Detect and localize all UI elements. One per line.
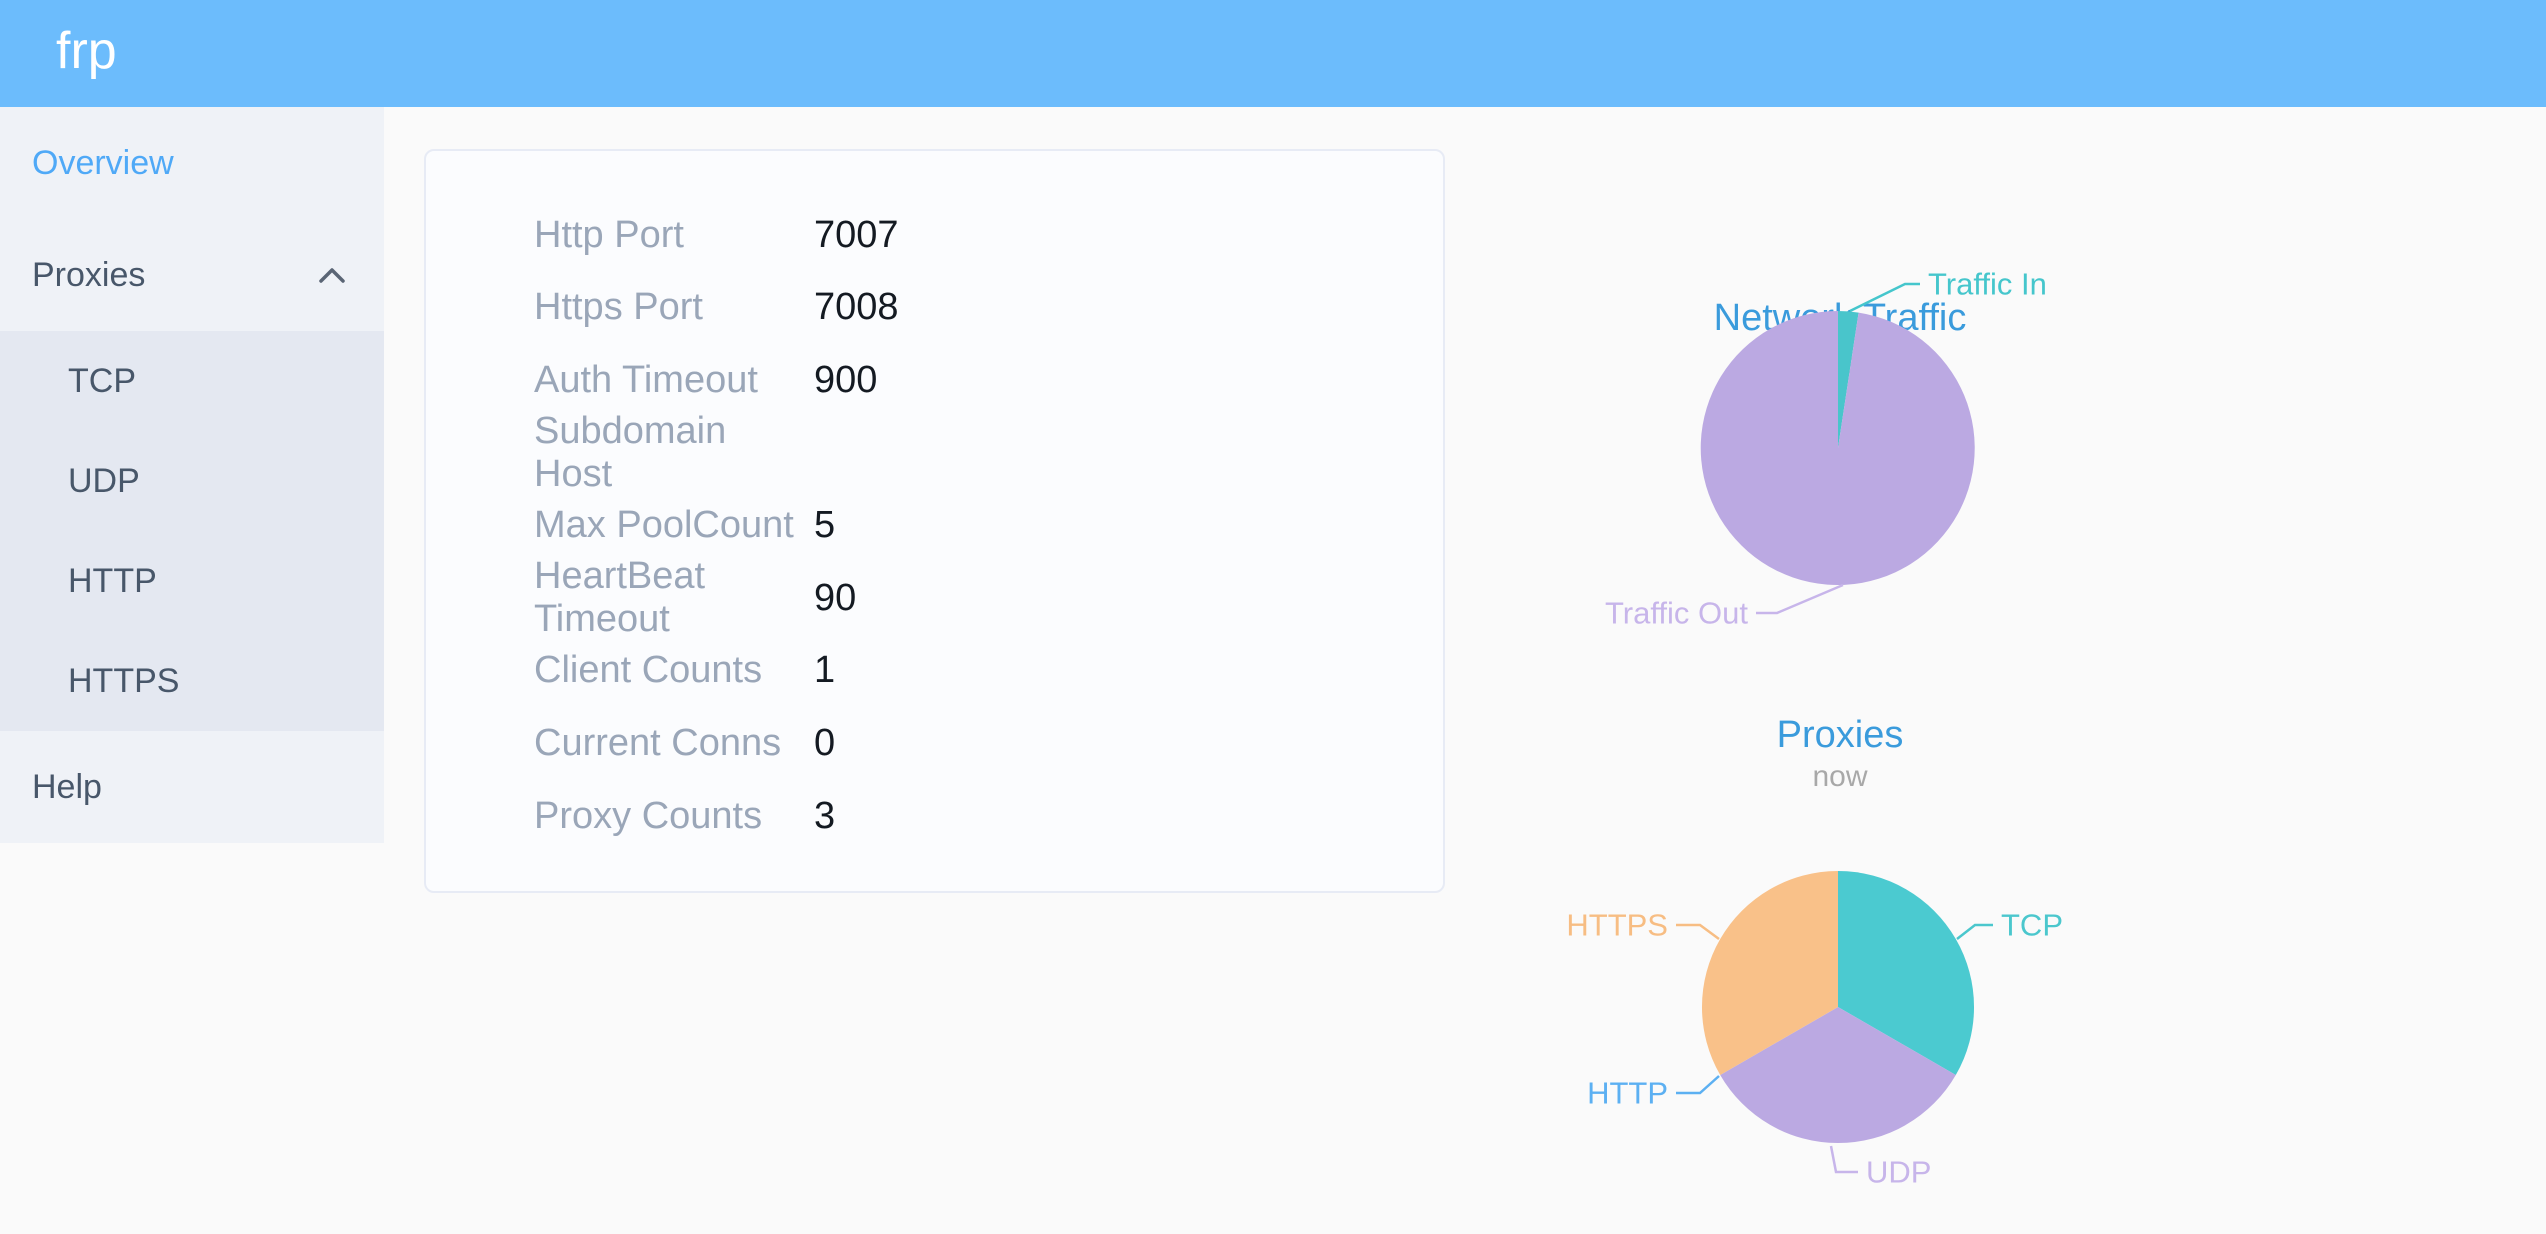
- pie-label-tcp: TCP: [2001, 908, 2063, 943]
- sidebar-item-label: Help: [32, 767, 102, 806]
- info-row-label: HeartBeat Timeout: [534, 555, 706, 641]
- table-row: HeartBeat Timeout 90: [426, 555, 1443, 640]
- sidebar: Overview Proxies TCP UDP HTTP HTTPS Help: [0, 107, 384, 843]
- info-row-value: 900: [814, 358, 878, 401]
- pie-slice-traffic-in[interactable]: [1838, 311, 1859, 448]
- table-row: Max PoolCount 5: [426, 489, 1443, 562]
- sidebar-item-label: Overview: [32, 143, 174, 182]
- pie-slice-traffic-out[interactable]: [1700, 310, 1975, 585]
- sidebar-item-udp[interactable]: UDP: [0, 431, 384, 531]
- pie-label-leader-line: [1849, 282, 1920, 313]
- server-info-card: Http Port 7007 Https Port 7008 Auth Timeout 9…: [424, 149, 1445, 893]
- chart-subtitle: now: [1812, 760, 1868, 793]
- info-row-label: Auth Timeout: [534, 358, 758, 401]
- pie-label-leader-line: [1676, 1075, 1720, 1095]
- info-row-value: 0: [814, 721, 836, 764]
- sidebar-item-https[interactable]: HTTPS: [0, 631, 384, 731]
- table-row: Current Conns 0: [426, 707, 1443, 780]
- chevron-up-icon: [319, 268, 345, 283]
- pie-slice-https[interactable]: [1701, 871, 1838, 1075]
- app-logo: frp: [56, 22, 117, 80]
- sidebar-item-http[interactable]: HTTP: [0, 531, 384, 631]
- pie-label-leader-line: [1829, 1145, 1858, 1174]
- pie-slice-udp[interactable]: [1720, 1007, 1956, 1144]
- sidebar-item-label: TCP: [68, 361, 136, 400]
- network-traffic-chart: Network Traffic today Traffic InTraffic …: [1560, 140, 2120, 680]
- info-row-label: Max PoolCount: [534, 504, 794, 547]
- info-row-label: Current Conns: [534, 721, 782, 764]
- pie-label-https: HTTPS: [1566, 908, 1668, 943]
- proxies-chart: Proxies now TCP UDP HTTP HTTPS: [1560, 690, 2120, 1234]
- table-row: Http Port 7007: [426, 199, 1443, 272]
- pie-label-http: HTTP: [1587, 1076, 1668, 1111]
- pie-label-leader-line: [1676, 923, 1720, 941]
- server-info-table: Http Port 7007 Https Port 7008 Auth Timeout 9…: [426, 199, 1443, 852]
- info-row-value: 3: [814, 794, 836, 837]
- info-row-value: 1: [814, 649, 836, 692]
- info-row-value: 7007: [814, 213, 899, 256]
- proxies-pie: TCP UDP HTTP HTTPS: [1566, 871, 2063, 1190]
- info-row-value: 90: [814, 576, 857, 619]
- pie-label-traffic-in: Traffic In: [1928, 267, 2047, 302]
- sidebar-item-label: Proxies: [32, 255, 146, 294]
- pie-label-leader-line: [1756, 583, 1844, 615]
- chart-title: Proxies: [1776, 714, 1904, 756]
- sidebar-item-label: UDP: [68, 461, 140, 500]
- info-row-label: Proxy Counts: [534, 794, 763, 837]
- sidebar-item-label: HTTP: [68, 561, 157, 600]
- table-row: Proxy Counts 3: [426, 780, 1443, 853]
- proxies-submenu: TCP UDP HTTP HTTPS: [0, 331, 384, 731]
- pie-slice-tcp[interactable]: [1838, 871, 1975, 1075]
- info-row-label: Subdomain Host: [534, 410, 727, 496]
- sidebar-item-proxies[interactable]: Proxies: [0, 219, 384, 331]
- table-row: Https Port 7008: [426, 272, 1443, 345]
- app-header: frp: [0, 0, 2546, 107]
- table-row: Auth Timeout 900: [426, 344, 1443, 417]
- table-row: Subdomain Host: [426, 410, 1443, 495]
- table-row: Client Counts 1: [426, 635, 1443, 708]
- sidebar-item-overview[interactable]: Overview: [0, 107, 384, 219]
- sidebar-item-help[interactable]: Help: [0, 731, 384, 843]
- network-traffic-pie: Traffic In Traffic Out: [1605, 267, 2047, 631]
- pie-label-traffic-out: Traffic Out: [1605, 596, 1748, 631]
- sidebar-item-tcp[interactable]: TCP: [0, 331, 384, 431]
- info-row-value: 7008: [814, 286, 899, 329]
- info-row-value: 5: [814, 504, 836, 547]
- pie-label-udp: UDP: [1866, 1155, 1931, 1190]
- info-row-label: Http Port: [534, 213, 684, 256]
- info-row-label: Client Counts: [534, 649, 763, 692]
- pie-label-leader-line: [1956, 923, 1993, 940]
- sidebar-item-label: HTTPS: [68, 661, 180, 700]
- info-row-label: Https Port: [534, 286, 703, 329]
